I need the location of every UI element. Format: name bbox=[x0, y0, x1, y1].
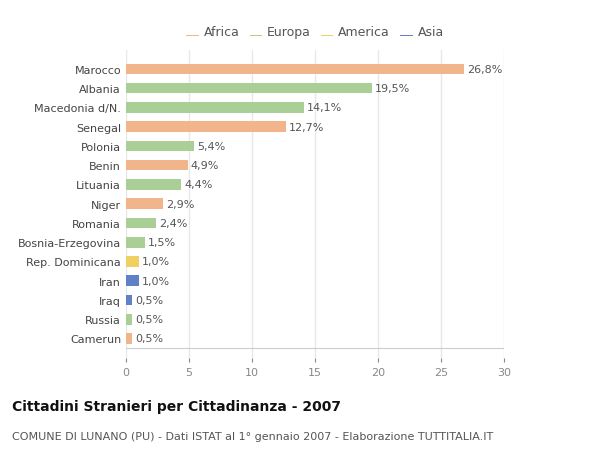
Text: 5,4%: 5,4% bbox=[197, 142, 226, 151]
Text: 1,0%: 1,0% bbox=[142, 257, 170, 267]
Text: 1,5%: 1,5% bbox=[148, 238, 176, 248]
Bar bbox=[126, 334, 133, 344]
Bar bbox=[126, 314, 133, 325]
Text: 2,9%: 2,9% bbox=[166, 199, 194, 209]
Text: Cittadini Stranieri per Cittadinanza - 2007: Cittadini Stranieri per Cittadinanza - 2… bbox=[12, 399, 341, 413]
Text: 0,5%: 0,5% bbox=[136, 295, 164, 305]
Text: 4,4%: 4,4% bbox=[185, 180, 213, 190]
Bar bbox=[126, 276, 139, 286]
Text: 2,4%: 2,4% bbox=[160, 218, 188, 229]
Text: 0,5%: 0,5% bbox=[136, 314, 164, 325]
Text: 1,0%: 1,0% bbox=[142, 276, 170, 286]
Text: 19,5%: 19,5% bbox=[375, 84, 410, 94]
Bar bbox=[126, 257, 139, 267]
Bar bbox=[126, 122, 286, 133]
Bar bbox=[126, 218, 156, 229]
Text: 26,8%: 26,8% bbox=[467, 65, 502, 75]
Text: 14,1%: 14,1% bbox=[307, 103, 342, 113]
Bar bbox=[126, 84, 372, 94]
Bar bbox=[126, 161, 188, 171]
Text: 12,7%: 12,7% bbox=[289, 123, 325, 132]
Text: 4,9%: 4,9% bbox=[191, 161, 219, 171]
Text: COMUNE DI LUNANO (PU) - Dati ISTAT al 1° gennaio 2007 - Elaborazione TUTTITALIA.: COMUNE DI LUNANO (PU) - Dati ISTAT al 1°… bbox=[12, 431, 493, 442]
Bar bbox=[126, 64, 464, 75]
Bar bbox=[126, 199, 163, 210]
Bar bbox=[126, 295, 133, 306]
Bar bbox=[126, 141, 194, 152]
Bar bbox=[126, 237, 145, 248]
Bar bbox=[126, 180, 181, 190]
Text: 0,5%: 0,5% bbox=[136, 334, 164, 344]
Bar bbox=[126, 103, 304, 113]
Legend: Africa, Europa, America, Asia: Africa, Europa, America, Asia bbox=[186, 26, 444, 39]
